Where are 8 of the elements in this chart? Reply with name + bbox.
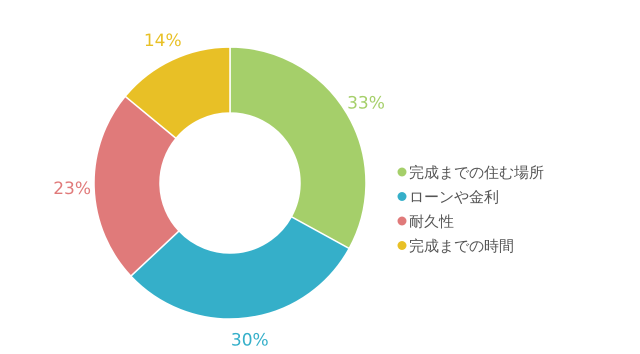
data-label: 23% — [53, 178, 91, 199]
legend-label: 耐久性 — [409, 212, 454, 230]
legend-label: 完成までの時間 — [409, 236, 514, 255]
legend-label: 完成までの住む場所 — [409, 163, 544, 182]
data-label: 33% — [347, 94, 385, 114]
data-label: 30% — [230, 330, 269, 351]
legend-label: ローンや金利 — [409, 188, 499, 206]
data-label: 14% — [144, 30, 182, 51]
